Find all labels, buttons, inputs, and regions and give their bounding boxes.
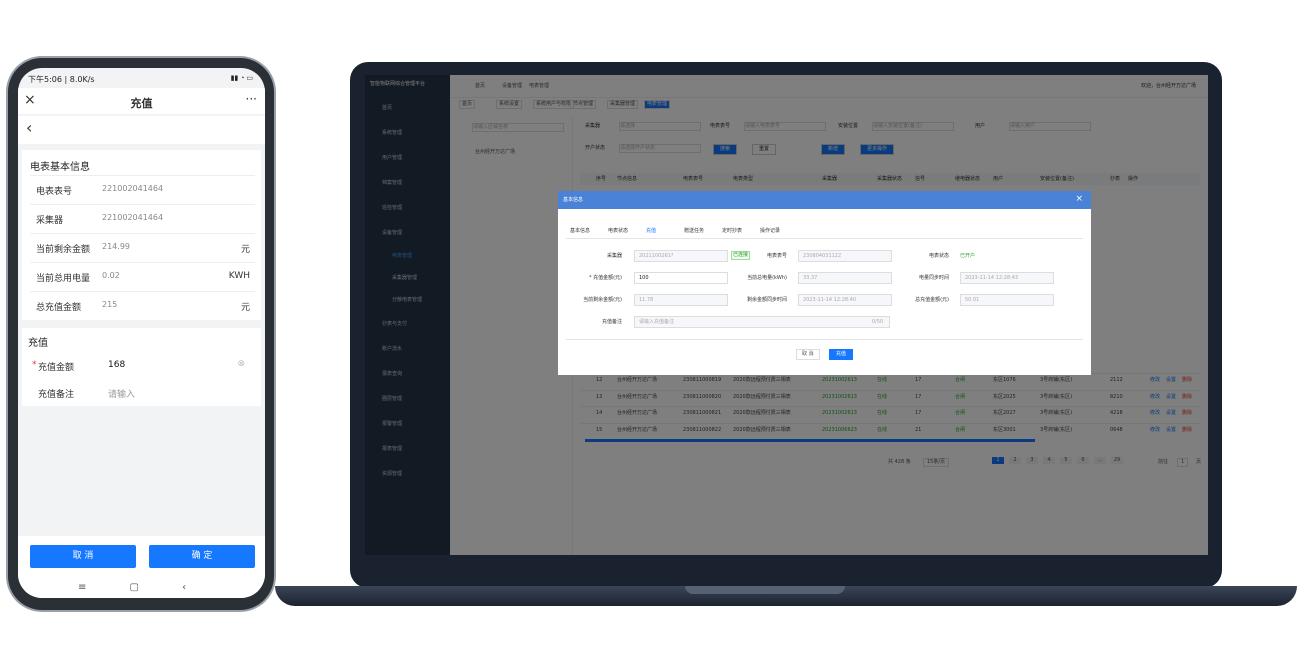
info-label: 电表表号: [36, 187, 73, 197]
modal-tab[interactable]: 定时抄表: [722, 228, 743, 234]
field-label: 当前总电量(kWh): [747, 275, 787, 281]
status-icons: ▮▮ ◔ ▭: [230, 75, 253, 82]
modal-tab[interactable]: 充值: [646, 228, 657, 234]
info-label: 当前总用电量: [36, 274, 91, 284]
status-bar: 下午5:06 | 8.0K/s: [28, 75, 95, 84]
modal-close[interactable]: ×: [1075, 194, 1083, 204]
modal-tab[interactable]: 基本信息: [570, 228, 591, 234]
field-value: 50.01: [960, 294, 1054, 306]
info-unit: 元: [240, 303, 250, 313]
info-label: 当前剩余金额: [36, 245, 91, 255]
row-line: [30, 291, 255, 292]
back-bar: [18, 116, 265, 144]
field-value[interactable]: 请输入充值备注: [634, 316, 890, 328]
back-btn[interactable]: ‹: [26, 118, 33, 137]
form-card: [22, 328, 261, 406]
modal-tab[interactable]: 操作记录: [760, 228, 781, 234]
more-btn[interactable]: ···: [245, 92, 257, 106]
field-label: * 充值金额(元): [589, 275, 622, 281]
modal-tab[interactable]: 电表状态: [608, 228, 629, 234]
field-label: 剩余金额同步时间: [746, 297, 787, 303]
laptop-notch: [685, 586, 845, 594]
info-unit: 元: [240, 245, 250, 255]
header: [18, 88, 265, 114]
row-line: [30, 233, 255, 234]
field-value: 2021100261?: [634, 250, 728, 262]
form-label: 充值备注: [38, 390, 75, 400]
field-value: 2023-11-14 12:28:40: [798, 294, 892, 306]
info-value: 214.99: [102, 242, 130, 251]
field-value: 33.37: [798, 272, 892, 284]
form-label: 充值金额: [38, 363, 75, 373]
info-value: 215: [102, 300, 118, 309]
laptop-base: [275, 586, 1297, 606]
modal-cancel[interactable]: 取 消: [796, 349, 820, 360]
laptop-screen: 智能物联网综合管理平台首页系统管理用户管理档案管理巡检管理设备管理电表管理采集器…: [365, 75, 1208, 555]
modal-tab[interactable]: 赠送任务: [684, 228, 705, 234]
status-value: 已开户: [960, 253, 976, 259]
field-value: 230804031122: [798, 250, 892, 262]
info-value: 221002041464: [102, 184, 164, 193]
field-value[interactable]: 100: [634, 272, 728, 284]
field-label: 采集器: [606, 253, 622, 259]
modal-submit[interactable]: 充值: [829, 349, 854, 360]
row-line: [30, 204, 255, 205]
char-counter: 0/50: [872, 319, 884, 325]
info-title: 电表基本信息: [30, 162, 90, 173]
field-label: 当前剩余金额(元): [583, 297, 622, 303]
required-mark: *: [32, 360, 37, 370]
field-label: 总充值金额(元): [915, 297, 949, 303]
modal: 基本信息 × 基本信息 电表状态 充值 赠送任务 定时抄表 操作记录 采集器 2021100261…: [558, 191, 1091, 375]
info-unit: KWH: [228, 271, 250, 281]
info-label: 采集器: [36, 216, 64, 226]
modal-title: 基本信息: [563, 197, 584, 203]
clear-icon[interactable]: ⊗: [237, 359, 245, 369]
field-label: 电表状态: [928, 253, 949, 259]
info-value: 221002041464: [102, 213, 164, 222]
modal-header: [558, 191, 1091, 209]
form-title: 充值: [28, 338, 48, 349]
nav-bar: ≡ ▢ ‹: [78, 582, 187, 593]
field-label: 充值备注: [601, 319, 622, 325]
tab-line: [566, 238, 1083, 239]
row-line: [30, 175, 255, 176]
info-label: 总充值金额: [36, 303, 82, 313]
confirm-btn[interactable]: 确 定: [149, 545, 255, 568]
phone-screen: 下午5:06 | 8.0K/s ▮▮ ◔ ▭ × 充值 ··· ‹ 电表基本信息电表表号 22…: [18, 68, 265, 598]
footer-line: [566, 339, 1083, 340]
cancel-btn[interactable]: 取 消: [30, 545, 136, 568]
field-value: 2023-11-14 12:28:43: [960, 272, 1054, 284]
form-input[interactable]: 请输入: [108, 390, 136, 400]
info-value: 0.02: [102, 271, 120, 280]
field-value: 11.78: [634, 294, 728, 306]
field-label: 电量同步时间: [918, 275, 949, 281]
status-tag: 已连接: [731, 251, 751, 260]
title: 充值: [130, 97, 153, 110]
close-btn[interactable]: ×: [24, 92, 36, 108]
form-input[interactable]: 168: [108, 360, 126, 370]
field-label: 电表表号: [766, 253, 787, 259]
row-line: [30, 262, 255, 263]
